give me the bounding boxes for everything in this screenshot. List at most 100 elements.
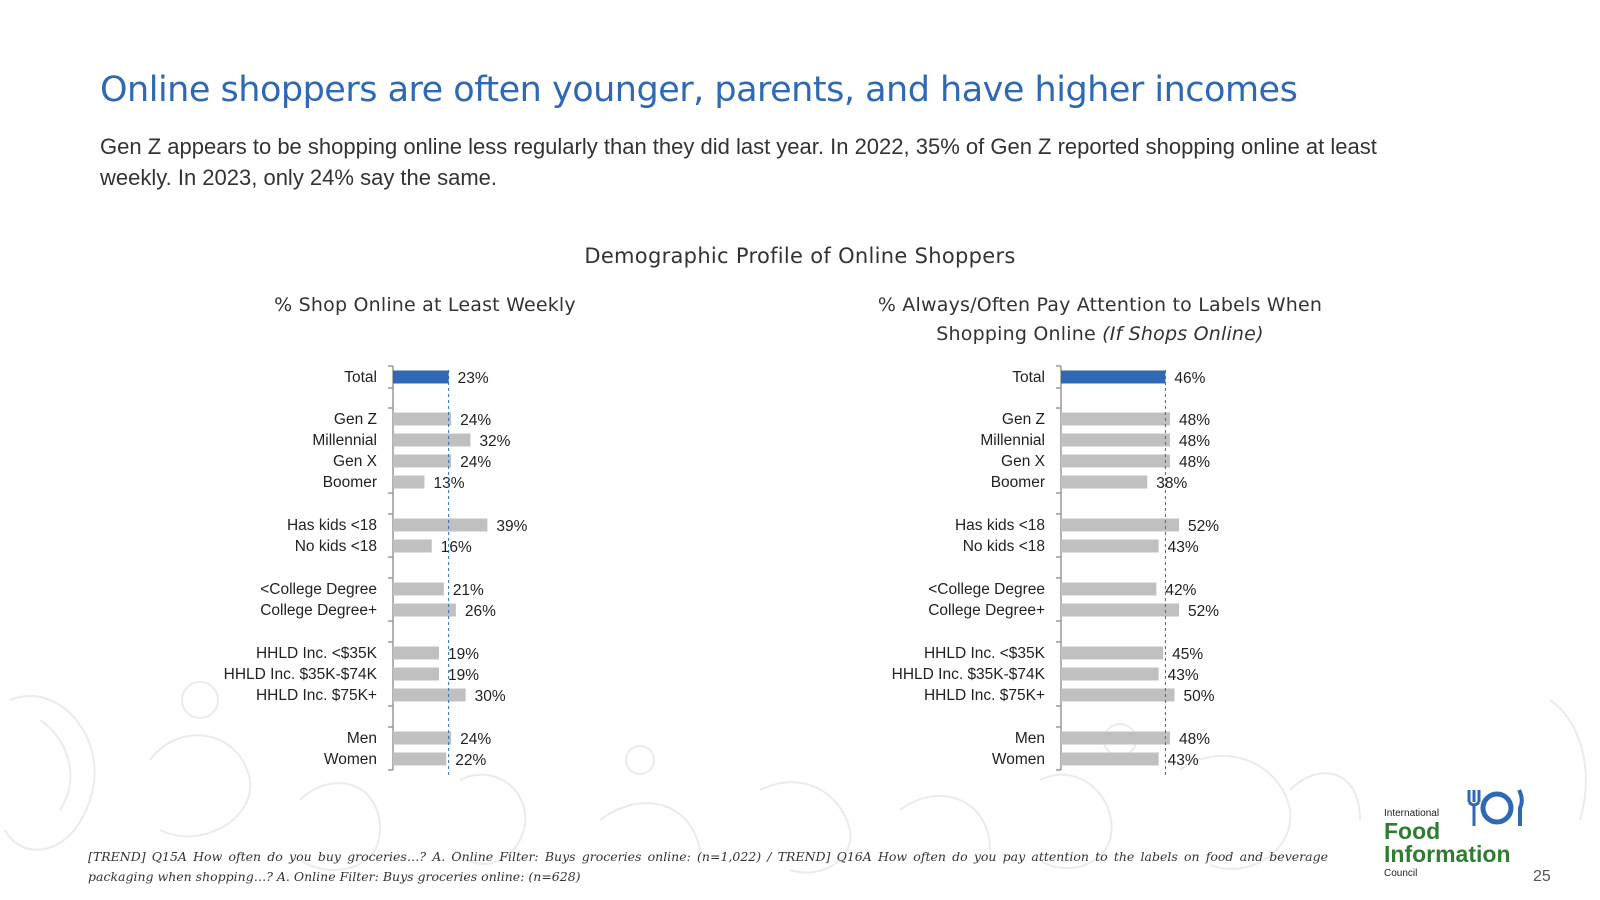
right-bar-chart: Total 46% Gen Z 48% Millennial 48% Gen X 48% Boo… — [892, 365, 1219, 776]
right-value-label: 42% — [1165, 582, 1196, 599]
left-category-label: Boomer — [323, 474, 377, 491]
left-category-label: Gen X — [333, 453, 378, 470]
right-category-label: Gen X — [1001, 453, 1046, 470]
right-category-label: Millennial — [980, 432, 1045, 449]
left-chart-title-text: % Shop Online at Least Weekly — [274, 294, 576, 316]
left-value-label: 24% — [460, 731, 491, 748]
right-category-label: <College Degree — [928, 581, 1045, 598]
right-chart-title-suffix: (If Shops Online) — [1102, 323, 1264, 345]
right-bar — [1061, 454, 1170, 468]
left-bar-chart: Total 23% Gen Z 24% Millennial 32% Gen X 24% Boo… — [224, 365, 528, 776]
left-category-label: HHLD Inc. <$35K — [256, 645, 378, 662]
right-bar — [1061, 752, 1159, 766]
left-value-label: 19% — [448, 646, 479, 663]
left-chart-title: % Shop Online at Least Weekly — [240, 291, 610, 320]
left-value-label: 19% — [448, 667, 479, 684]
right-value-label: 48% — [1179, 731, 1210, 748]
left-category-label: <College Degree — [260, 581, 377, 598]
right-value-label: 43% — [1168, 667, 1199, 684]
left-value-label: 22% — [455, 752, 486, 769]
left-bar — [393, 667, 439, 681]
left-category-label: No kids <18 — [295, 538, 377, 555]
left-bar — [393, 688, 466, 702]
logo-text-council: Council — [1384, 868, 1418, 879]
left-category-label: Has kids <18 — [287, 517, 377, 534]
right-bar — [1061, 731, 1170, 745]
right-bar — [1061, 688, 1175, 702]
right-bar — [1061, 582, 1157, 596]
left-bar — [393, 603, 456, 617]
right-category-label: College Degree+ — [928, 602, 1045, 619]
right-category-label: HHLD Inc. $35K-$74K — [892, 666, 1046, 683]
right-value-label: 52% — [1188, 603, 1219, 620]
right-value-label: 52% — [1188, 518, 1219, 535]
left-category-label: HHLD Inc. $75K+ — [256, 687, 377, 704]
right-value-label: 48% — [1179, 412, 1210, 429]
slide-title: Online shoppers are often younger, paren… — [100, 70, 1298, 110]
charts-heading: Demographic Profile of Online Shoppers — [584, 244, 1016, 268]
right-category-label: Gen Z — [1002, 411, 1045, 428]
left-bar — [393, 370, 449, 384]
right-category-label: Has kids <18 — [955, 517, 1045, 534]
left-value-label: 24% — [460, 412, 491, 429]
left-bar — [393, 752, 447, 766]
right-category-label: Boomer — [991, 474, 1045, 491]
left-value-label: 24% — [460, 454, 491, 471]
right-value-label: 45% — [1172, 646, 1203, 663]
left-category-label: Gen Z — [334, 411, 377, 428]
right-bar — [1061, 539, 1159, 553]
page-number: 25 — [1533, 868, 1551, 885]
left-value-label: 23% — [458, 370, 489, 387]
fork-plate-knife-icon — [1467, 789, 1524, 826]
right-value-label: 48% — [1179, 454, 1210, 471]
left-value-label: 16% — [441, 539, 472, 556]
left-category-label: Millennial — [312, 432, 377, 449]
left-value-label: 26% — [465, 603, 496, 620]
right-category-label: HHLD Inc. <$35K — [924, 645, 1046, 662]
left-category-label: HHLD Inc. $35K-$74K — [224, 666, 378, 683]
ific-logo: International Food Information Council — [1378, 780, 1548, 880]
logo-text-international: International — [1384, 808, 1440, 819]
right-bar — [1061, 646, 1164, 660]
right-bar — [1061, 370, 1166, 384]
left-category-label: College Degree+ — [260, 602, 377, 619]
right-value-label: 48% — [1179, 433, 1210, 450]
right-category-label: Men — [1015, 730, 1045, 747]
logo-text-information: Information — [1384, 841, 1511, 867]
right-category-label: HHLD Inc. $75K+ — [924, 687, 1045, 704]
left-bar — [393, 454, 452, 468]
right-bar — [1061, 667, 1159, 681]
right-value-label: 43% — [1168, 539, 1199, 556]
left-value-label: 13% — [433, 475, 464, 492]
left-value-label: 32% — [479, 433, 510, 450]
right-value-label: 50% — [1184, 688, 1215, 705]
right-chart-title-text: % Always/Often Pay Attention to Labels W… — [877, 294, 1323, 345]
left-category-label: Women — [324, 751, 377, 768]
left-category-label: Total — [344, 369, 377, 386]
left-bar — [393, 731, 452, 745]
footnote: [TREND] Q15A How often do you buy grocer… — [88, 849, 1328, 884]
logo-text-food: Food — [1384, 818, 1441, 844]
right-bar — [1061, 433, 1170, 447]
right-bar — [1061, 475, 1148, 489]
slide-subtitle: Gen Z appears to be shopping online less… — [100, 134, 1377, 190]
right-value-label: 43% — [1168, 752, 1199, 769]
right-category-label: Women — [992, 751, 1045, 768]
right-value-label: 46% — [1174, 370, 1205, 387]
left-category-label: Men — [347, 730, 377, 747]
left-bar — [393, 412, 452, 426]
left-bar — [393, 582, 444, 596]
left-value-label: 21% — [453, 582, 484, 599]
left-bar — [393, 433, 471, 447]
right-bar — [1061, 603, 1180, 617]
right-bar — [1061, 518, 1180, 532]
left-bar — [393, 646, 439, 660]
left-bar — [393, 475, 425, 489]
left-value-label: 30% — [475, 688, 506, 705]
right-category-label: Total — [1012, 369, 1045, 386]
left-bar — [393, 539, 432, 553]
right-category-label: No kids <18 — [963, 538, 1045, 555]
right-bar — [1061, 412, 1170, 426]
